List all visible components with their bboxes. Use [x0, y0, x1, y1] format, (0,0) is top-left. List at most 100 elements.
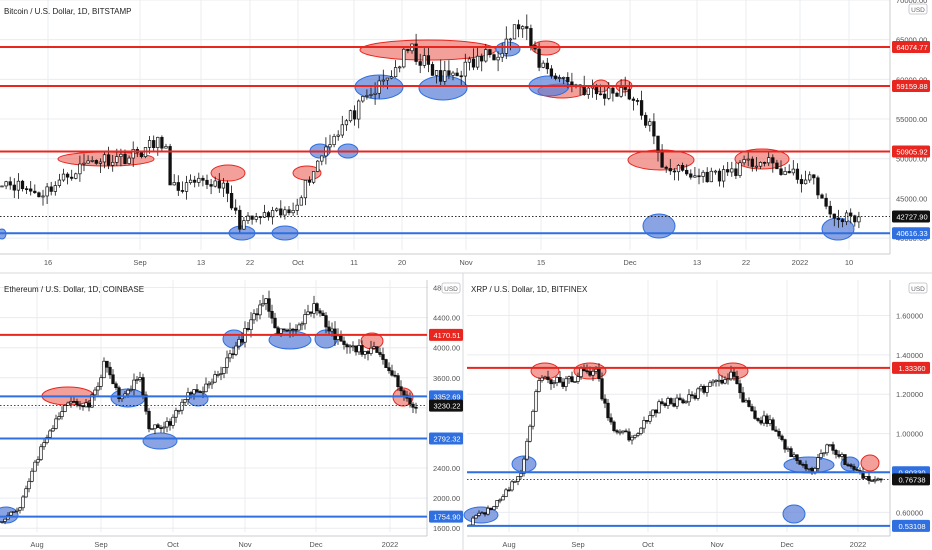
support-level-pill	[429, 390, 463, 403]
candle-body	[459, 75, 463, 78]
candle	[8, 176, 12, 190]
candle-body	[0, 521, 4, 523]
candle-body	[65, 173, 70, 178]
candle	[86, 155, 90, 164]
candle-body	[279, 328, 283, 334]
candle	[229, 185, 234, 211]
candle-body	[45, 186, 49, 197]
candle	[615, 429, 619, 435]
candle-body	[69, 401, 73, 404]
candle-body	[852, 466, 856, 470]
candle	[873, 476, 877, 484]
candle	[735, 370, 739, 385]
candle-body	[598, 93, 603, 96]
candle-body	[642, 420, 646, 429]
candle	[234, 341, 238, 357]
candle-body	[66, 402, 70, 406]
candle	[36, 456, 40, 466]
candle	[205, 174, 209, 190]
candle-body	[393, 67, 398, 78]
candle-body	[4, 181, 8, 187]
support-level-label: 0.53108	[898, 522, 925, 531]
candle	[90, 156, 94, 163]
candle-body	[188, 179, 193, 184]
candle	[549, 65, 554, 79]
candle-body	[819, 453, 823, 458]
candle	[645, 420, 649, 424]
candle-body	[336, 335, 340, 340]
candle	[348, 109, 353, 123]
candle-body	[498, 499, 502, 502]
x-tick-label: Aug	[502, 540, 515, 549]
candle-body	[734, 168, 738, 176]
candle-body	[344, 120, 349, 126]
candle	[765, 413, 769, 427]
candle	[300, 321, 304, 331]
candle	[279, 200, 283, 219]
candle	[774, 426, 778, 433]
candle	[94, 159, 98, 165]
candle	[51, 425, 55, 432]
candle	[258, 299, 262, 320]
candle	[53, 181, 57, 196]
candle	[340, 115, 344, 138]
candle-body	[525, 26, 529, 29]
candle-body	[709, 170, 713, 183]
candle-body	[795, 454, 799, 461]
candle	[762, 410, 766, 427]
candle	[803, 170, 808, 185]
candle	[439, 59, 443, 87]
support-level-pill	[429, 432, 463, 445]
candle-body	[591, 370, 595, 376]
candle-body	[693, 395, 697, 399]
candle-body	[195, 389, 199, 392]
candle-body	[36, 459, 40, 463]
candle	[741, 386, 745, 403]
candle	[443, 60, 447, 85]
candle	[567, 375, 571, 384]
candle-body	[853, 215, 857, 223]
candle-body	[636, 433, 640, 436]
candle-body	[645, 420, 649, 422]
candle-body	[348, 110, 353, 122]
candle	[30, 468, 34, 483]
candle-body	[633, 434, 637, 438]
candle	[144, 391, 148, 415]
candle-body	[57, 179, 62, 186]
candle	[824, 193, 828, 210]
candle	[385, 77, 390, 90]
candle-body	[94, 160, 98, 164]
candle-body	[139, 152, 144, 157]
candle-body	[471, 58, 476, 68]
candle	[849, 208, 853, 224]
x-tick-label: Aug	[30, 540, 43, 549]
candle	[537, 377, 541, 393]
candle-body	[273, 317, 277, 329]
candle-body	[153, 424, 157, 430]
candle	[597, 363, 601, 382]
candle-body	[471, 517, 475, 526]
candle-body	[684, 401, 688, 404]
candle	[418, 53, 422, 74]
candle-body	[451, 72, 455, 76]
candle-body	[172, 182, 176, 186]
candle	[303, 179, 308, 206]
candle	[297, 322, 301, 331]
candle-body	[119, 153, 123, 157]
candle-body	[489, 507, 493, 511]
candle	[357, 99, 361, 129]
candle	[402, 46, 406, 69]
candle-body	[586, 87, 590, 95]
candle-body	[720, 379, 724, 384]
candle-body	[873, 479, 877, 482]
candle-body	[798, 460, 802, 465]
y-tick-label: 1.20000	[896, 390, 923, 399]
candle-body	[381, 354, 385, 360]
candle-body	[213, 180, 217, 187]
resistance-zone	[860, 454, 880, 472]
candle-body	[316, 160, 320, 172]
candle-body	[90, 394, 94, 408]
candle-body	[726, 378, 730, 381]
candle-body	[180, 401, 184, 411]
candle-body	[486, 507, 490, 515]
